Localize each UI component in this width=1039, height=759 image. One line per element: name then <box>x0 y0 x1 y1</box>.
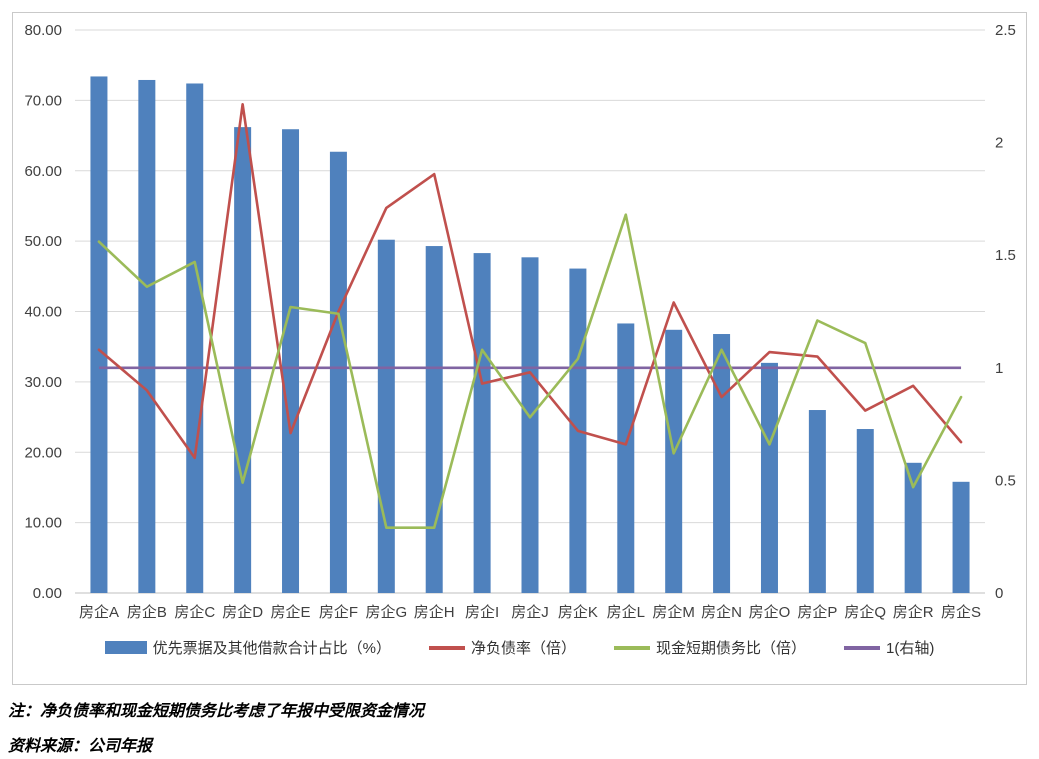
x-axis-label-房企H: 房企H <box>414 603 455 621</box>
x-axis-label-房企C: 房企C <box>174 603 215 621</box>
net-debt-ratio-line <box>97 103 963 460</box>
bar-房企A <box>90 76 108 593</box>
x-axis-label-房企A: 房企A <box>79 603 119 621</box>
left-axis-tick-label: 50.00 <box>24 233 62 250</box>
legend-item-reference-line: 1(右轴) <box>844 637 934 658</box>
bar-房企H <box>425 246 443 593</box>
left-axis-tick-label: 60.00 <box>24 163 62 180</box>
chart-svg: 80.0070.0060.0050.0040.0030.0020.0010.00… <box>12 12 1027 685</box>
right-axis-tick-label: 2 <box>995 135 1003 152</box>
left-axis-tick-label: 70.00 <box>24 92 62 109</box>
right-axis-tick-label: 1 <box>995 360 1003 377</box>
bar-房企O <box>760 362 778 593</box>
x-axis-label-房企D: 房企D <box>222 603 263 621</box>
x-axis-label-房企G: 房企G <box>365 603 407 621</box>
bar-房企Q <box>856 429 874 593</box>
left-axis-tick-label: 80.00 <box>24 22 62 39</box>
left-axis-tick-label: 10.00 <box>24 515 62 532</box>
x-axis-label-房企F: 房企F <box>319 603 358 621</box>
bar-房企N <box>713 334 731 593</box>
right-axis-tick-label: 1.5 <box>995 247 1016 264</box>
legend-swatch-line-purple <box>844 645 881 650</box>
left-axis-tick-label: 20.00 <box>24 444 62 461</box>
chart-note: 注：净负债率和现金短期债务比考虑了年报中受限资金情况 <box>8 701 425 720</box>
x-axis-label-房企E: 房企E <box>271 603 311 621</box>
x-axis-label-房企N: 房企N <box>701 603 742 621</box>
right-axis-tick-label: 0 <box>995 585 1003 602</box>
bar-房企C <box>186 83 204 594</box>
bar-房企I <box>473 253 491 593</box>
legend-label-bars: 优先票据及其他借款合计占比（%） <box>152 640 391 657</box>
chart-legend: 优先票据及其他借款合计占比（%） 净负债率（倍） 现金短期债务比（倍） 1(右轴… <box>13 637 1026 658</box>
x-axis-label-房企B: 房企B <box>127 603 167 621</box>
left-axis-tick-label: 30.00 <box>24 374 62 391</box>
legend-item-bars: 优先票据及其他借款合计占比（%） <box>104 637 391 658</box>
x-axis-label-房企J: 房企J <box>511 603 549 621</box>
x-axis-label-房企I: 房企I <box>465 603 499 621</box>
left-axis-tick-label: 40.00 <box>24 304 62 321</box>
right-axis-tick-label: 2.5 <box>995 22 1016 39</box>
legend-item-cash-short-debt: 现金短期债务比（倍） <box>614 637 806 658</box>
left-axis-tick-label: 0.00 <box>33 585 62 602</box>
chart-frame <box>12 12 1027 685</box>
legend-item-net-debt-ratio: 净负债率（倍） <box>428 637 576 658</box>
legend-label-reference-line: 1(右轴) <box>886 640 935 657</box>
bar-房企P <box>808 410 826 593</box>
source-note: 资料来源：公司年报 <box>8 736 153 755</box>
bar-房企G <box>377 239 395 593</box>
bar-房企M <box>665 329 683 593</box>
bar-房企F <box>329 151 347 593</box>
bar-房企S <box>952 481 970 593</box>
bar-房企E <box>282 129 300 593</box>
right-axis-tick-label: 0.5 <box>995 472 1016 489</box>
legend-swatch-line-red <box>428 645 465 650</box>
bar-房企L <box>617 323 635 593</box>
x-axis-label-房企K: 房企K <box>558 603 598 621</box>
x-axis-label-房企S: 房企S <box>941 603 981 621</box>
legend-label-cash-short-debt: 现金短期债务比（倍） <box>656 640 807 657</box>
x-axis-label-房企M: 房企M <box>652 603 695 621</box>
cash-short-debt-line <box>97 213 963 529</box>
x-axis-label-房企O: 房企O <box>749 603 791 621</box>
x-axis-label-房企P: 房企P <box>797 603 837 621</box>
bar-房企J <box>521 257 539 593</box>
x-axis-label-房企Q: 房企Q <box>844 603 886 621</box>
legend-swatch-line-green <box>614 645 650 650</box>
x-axis-label-房企L: 房企L <box>607 603 645 621</box>
legend-swatch-bar-blue <box>104 641 147 654</box>
bar-房企R <box>904 462 922 593</box>
legend-label-net-debt-ratio: 净负债率（倍） <box>470 640 576 657</box>
bar-房企D <box>234 127 252 594</box>
bar-房企B <box>138 79 156 593</box>
x-axis-label-房企R: 房企R <box>893 603 934 621</box>
